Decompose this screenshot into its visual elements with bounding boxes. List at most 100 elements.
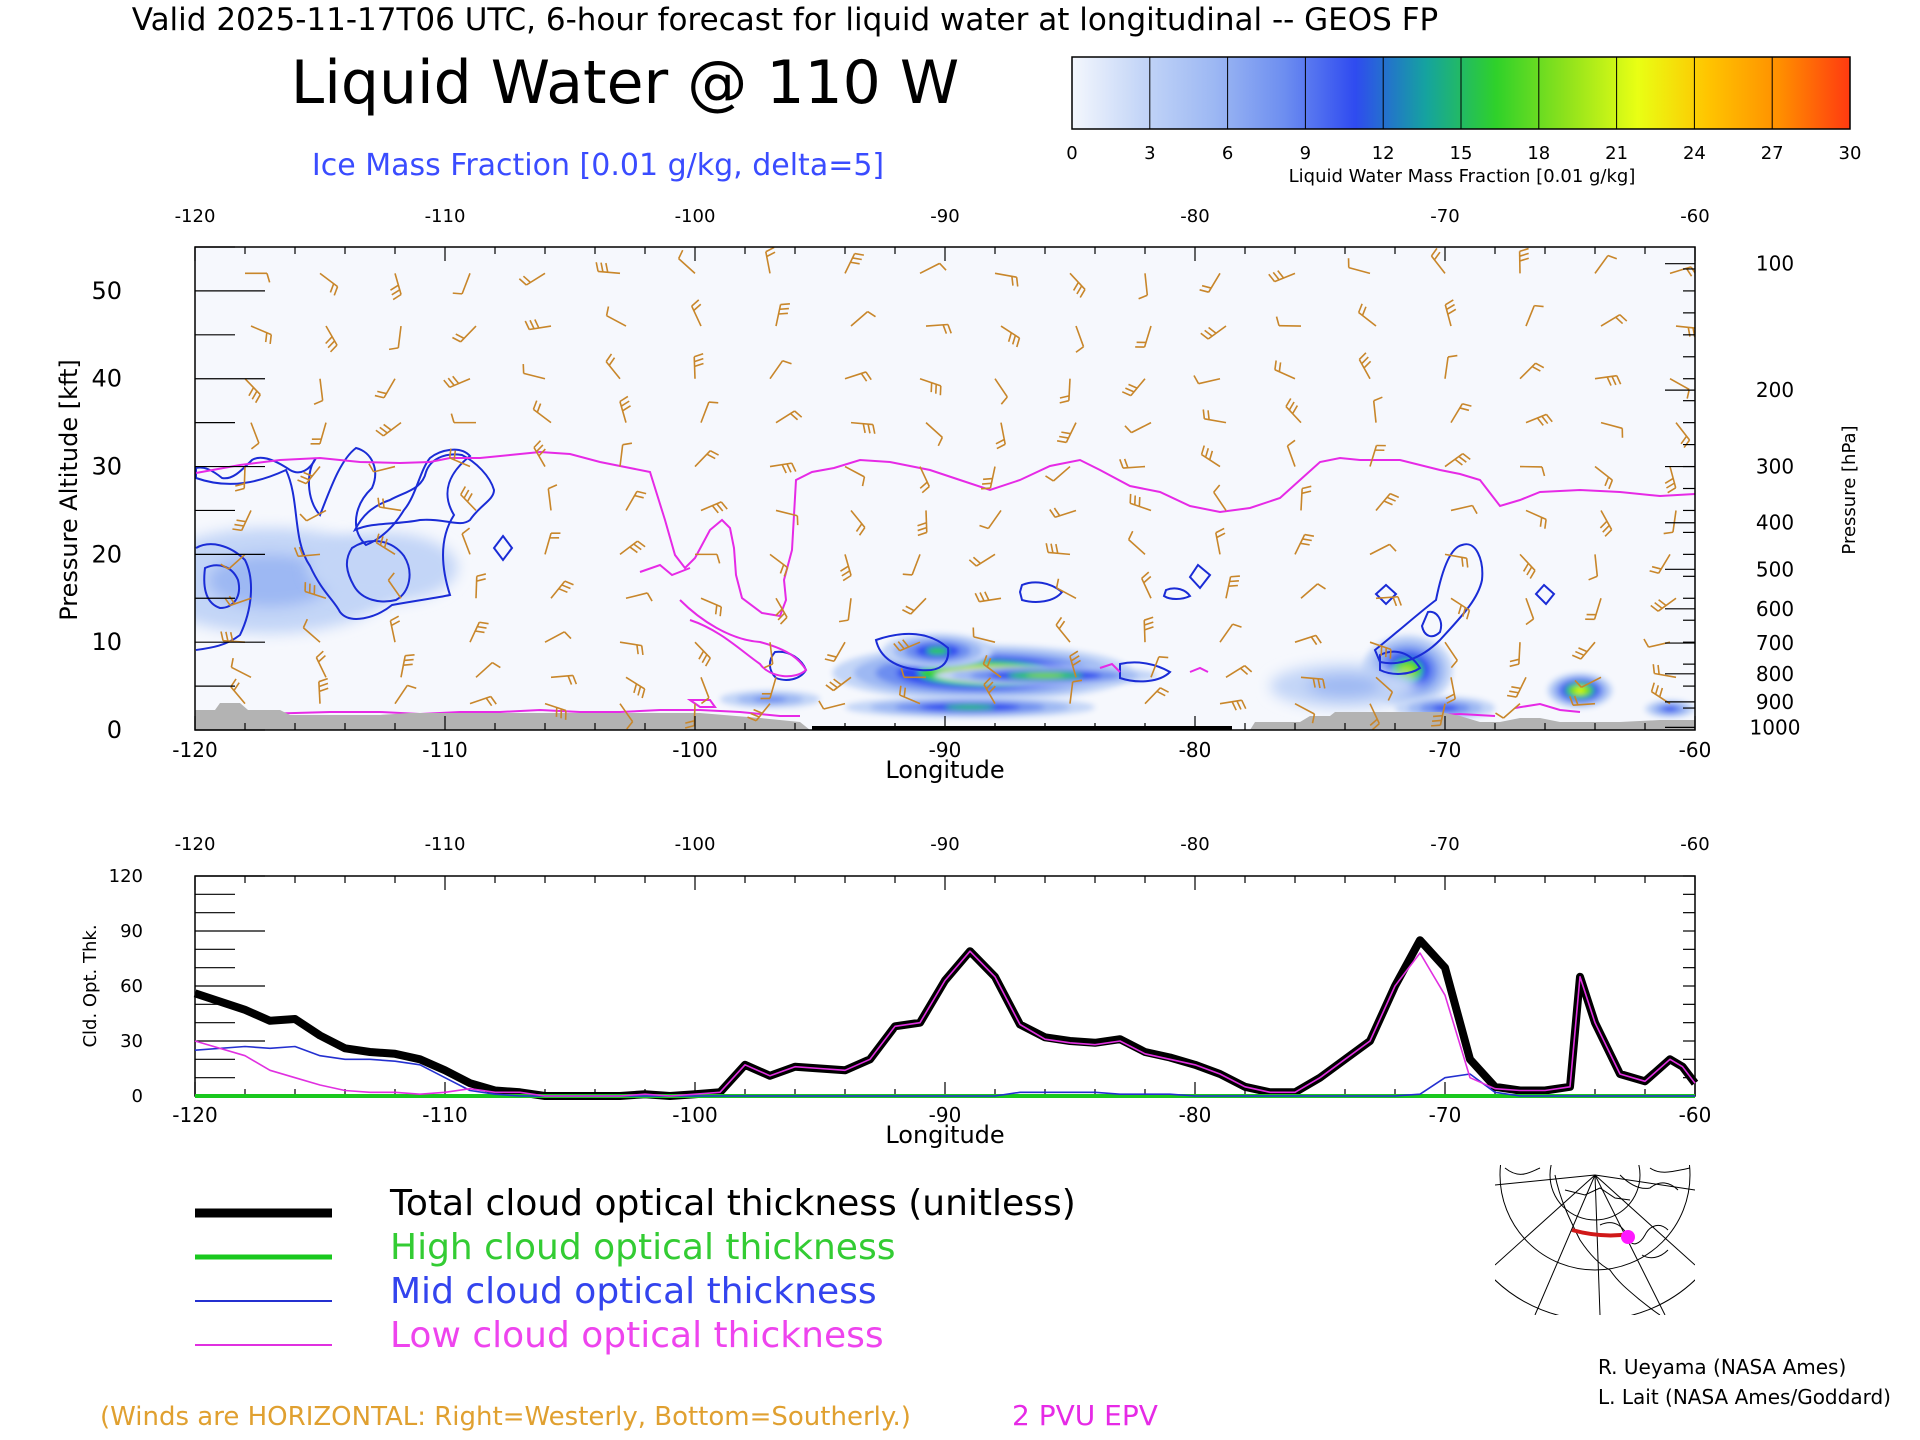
- map-meridian: [1495, 1174, 1596, 1266]
- upper-xlabel: Longitude: [885, 756, 1004, 784]
- terrain-fill: [1250, 712, 1695, 730]
- wind-barb: [325, 325, 338, 353]
- wind-barb: [1200, 445, 1221, 468]
- liquid-water-blob: [845, 696, 1095, 718]
- epv-contour: [639, 563, 691, 577]
- wind-barb: [844, 465, 866, 487]
- wind-barb: [1571, 641, 1596, 660]
- wind-barb: [902, 554, 921, 576]
- wind-barb: [1059, 378, 1071, 404]
- wind-barb: [1121, 378, 1146, 397]
- map-meridian: [1534, 1174, 1596, 1315]
- wind-barb: [1649, 553, 1671, 574]
- wind-barb: [1431, 703, 1446, 727]
- pressure-tick-label: 300: [1756, 455, 1794, 479]
- wind-barb: [919, 262, 947, 275]
- wind-barb: [388, 325, 402, 351]
- lower-top-tick-label: -100: [675, 834, 716, 855]
- wind-barb: [838, 598, 852, 623]
- wind-barb: [1219, 623, 1242, 643]
- upper-y-tick-label: 40: [91, 365, 122, 393]
- pressure-tick-label: 200: [1756, 378, 1794, 402]
- locator-map: [1495, 1165, 1695, 1315]
- wind-barb: [1200, 325, 1227, 340]
- wind-barb: [1138, 273, 1149, 300]
- wind-barb: [532, 400, 552, 424]
- ice-contour: [352, 453, 496, 533]
- wind-barb: [1594, 465, 1614, 490]
- wind-barb: [1300, 485, 1312, 511]
- wind-barb: [902, 597, 927, 615]
- wind-barb: [1444, 553, 1469, 568]
- wind-barb: [1144, 687, 1169, 705]
- wind-barb: [1525, 413, 1553, 426]
- wind-barb: [1294, 634, 1322, 646]
- upper-ylabel: Pressure Altitude [kft]: [55, 359, 83, 621]
- wind-barb: [1347, 258, 1371, 275]
- colorbar-tick-label: 6: [1222, 143, 1233, 164]
- wind-barb: [1225, 575, 1240, 599]
- wind-barb: [1294, 702, 1316, 724]
- lower-y-tick-label: 90: [120, 921, 143, 942]
- wind-barb: [1369, 543, 1397, 556]
- upper-top-tick-label: -120: [175, 206, 216, 227]
- wind-barb: [893, 639, 921, 652]
- wind-barb: [375, 421, 402, 437]
- wind-barb: [994, 378, 1008, 405]
- wind-barb: [605, 306, 627, 327]
- wind-barb: [377, 497, 402, 512]
- wind-barb: [318, 677, 329, 704]
- upper-x-tick-label: -70: [1429, 738, 1462, 762]
- ice-contour: [195, 543, 252, 651]
- epv-label: 2 PVU EPV: [1012, 1399, 1158, 1432]
- wind-barb: [1069, 650, 1081, 678]
- wind-barb: [775, 410, 803, 424]
- upper-y-tick-label: 0: [107, 716, 122, 744]
- wind-barb: [224, 595, 252, 607]
- wind-barb: [595, 262, 621, 275]
- lower-y-tick-label: 0: [132, 1086, 143, 1107]
- wind-barb: [695, 553, 721, 564]
- wind-barb: [394, 684, 417, 705]
- wind-barb: [925, 422, 944, 447]
- upper-x-tick-label: -110: [422, 738, 467, 762]
- map-coastline: [1504, 1167, 1691, 1259]
- liquid-water-level: [1307, 675, 1383, 698]
- wind-barb: [1193, 375, 1221, 385]
- ice-contour: [492, 534, 514, 562]
- upper-panel: -120 -110 -100 -90 -80 -70 -60 -120 -110 -100 -90 -…: [55, 206, 1860, 784]
- wind-barb: [1430, 247, 1446, 274]
- wind-barb: [1150, 655, 1169, 678]
- wind-barb: [769, 462, 797, 474]
- liquid-water-level: [1026, 673, 1064, 678]
- wind-barb: [550, 580, 574, 599]
- upper-x-tick-label: -100: [672, 738, 717, 762]
- wind-barb: [775, 303, 790, 327]
- wind-barb: [994, 272, 1019, 287]
- wind-barb: [1357, 303, 1377, 327]
- wind-barb: [619, 703, 634, 730]
- ice-contour: [346, 540, 411, 603]
- lower-x-tick-label: -70: [1429, 1103, 1462, 1127]
- wind-barb: [1268, 270, 1296, 283]
- wind-barb: [387, 572, 402, 599]
- wind-barb: [1285, 398, 1302, 424]
- wind-barb: [1294, 533, 1315, 555]
- wind-barb: [1574, 676, 1602, 689]
- wind-barb: [1600, 314, 1628, 327]
- liquid-water-blob: [307, 532, 458, 603]
- wind-barb: [400, 654, 415, 678]
- wind-barb: [1056, 422, 1077, 444]
- upper-y-tick-label: 10: [91, 628, 122, 656]
- wind-barb: [524, 319, 552, 331]
- wind-barb: [619, 540, 646, 556]
- wind-barb: [544, 532, 561, 555]
- wind-barb: [1129, 493, 1152, 512]
- wind-barb: [1213, 484, 1227, 511]
- pressure-tick-label: 600: [1756, 597, 1794, 621]
- map-coastline: [1554, 1174, 1679, 1315]
- lower-top-tick-label: -90: [930, 834, 959, 855]
- wind-barb: [763, 642, 774, 669]
- wind-barb: [625, 676, 646, 699]
- mid-series-line: [194, 1045, 1695, 1097]
